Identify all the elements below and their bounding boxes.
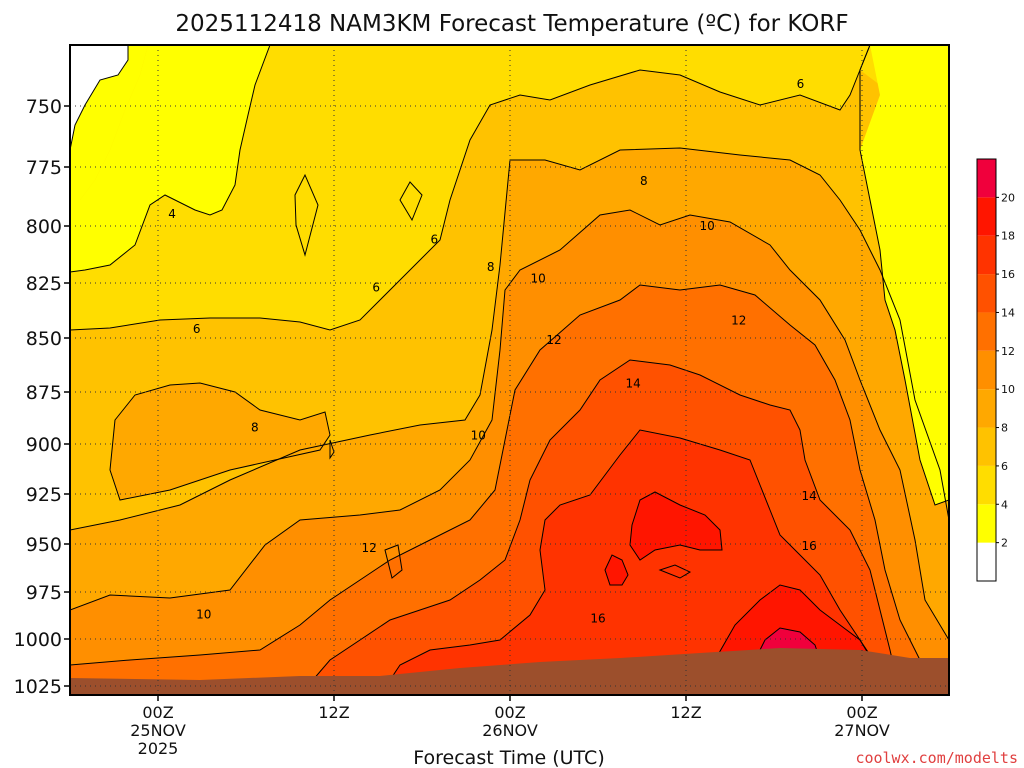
x-axis-label: Forecast Time (UTC)	[413, 747, 604, 768]
temp-band-8-10-pocket	[110, 383, 330, 500]
contour-label: 8	[487, 260, 495, 274]
y-tick-label: 1000	[14, 629, 62, 651]
contour-label: 16	[802, 539, 817, 553]
colorbar-swatch	[977, 427, 996, 466]
temp-band-18-20-core-upper	[630, 492, 722, 560]
x-tick-label: 27NOV	[834, 721, 890, 740]
colorbar-label: 10	[1001, 383, 1015, 396]
x-tick-label: 00Z	[494, 703, 525, 722]
watermark: coolwx.com/modelts	[855, 749, 1018, 767]
y-tick-label: 800	[26, 216, 62, 238]
contour-label: 10	[699, 219, 714, 233]
y-tick-label: 1025	[14, 676, 62, 698]
colorbar-swatch	[977, 465, 996, 505]
colorbar-label: 4	[1001, 498, 1008, 511]
contour-label: 6	[193, 322, 201, 336]
colorbar-swatch	[977, 312, 996, 351]
contour-label: 6	[797, 77, 805, 91]
contour-labels: 4 6 6 6 6 8 8 8 10 10 10 10 12 12 12 14 14 16 16	[168, 77, 817, 625]
y-tick-label: 775	[26, 157, 62, 179]
contour-label: 6	[372, 280, 380, 294]
contour-label: 8	[251, 420, 259, 434]
x-tick-label: 00Z	[142, 703, 173, 722]
y-tick-label: 925	[26, 484, 62, 506]
contour-label: 16	[590, 611, 605, 625]
colorbar-label: 14	[1001, 306, 1015, 319]
colorbar-frame	[976, 158, 997, 582]
temp-band-2-4-left-lower	[70, 45, 270, 272]
contour-label: 8	[640, 174, 648, 188]
colorbar-label: 6	[1001, 460, 1008, 473]
colorbar-swatch	[977, 350, 996, 390]
colorbar: 2 4 6 8 10 12 14 16 18 20	[976, 158, 1015, 582]
contour-label: 4	[168, 207, 176, 221]
colorbar-swatch	[977, 235, 996, 275]
colorbar-swatch	[977, 274, 996, 313]
x-tick-label: 12Z	[670, 703, 701, 722]
y-tick-label: 825	[26, 273, 62, 295]
y-tick-label: 900	[26, 434, 62, 456]
y-tick-label: 750	[26, 96, 62, 118]
contour-lines	[70, 45, 949, 695]
colorbar-swatch	[977, 197, 996, 236]
contour-label: 12	[731, 313, 746, 327]
x-tick-label: 2025	[138, 739, 179, 758]
contour-label: 12	[362, 541, 377, 555]
temp-band-4-6-upper	[70, 45, 870, 330]
colorbar-label: 2	[1001, 537, 1008, 550]
colorbar-swatch	[977, 542, 996, 581]
x-tick-label: 26NOV	[482, 721, 538, 740]
y-tick-label: 975	[26, 582, 62, 604]
y-axis: 750 775 800 825 850 875 900 925 950 975 1000 1025	[14, 96, 70, 698]
temp-band-2-4-right	[860, 45, 949, 505]
contour-label: 10	[196, 608, 211, 622]
contour-label: 6	[430, 233, 438, 247]
contour-label: 10	[471, 429, 486, 443]
contour-label: 14	[802, 489, 817, 503]
colorbar-label: 8	[1001, 422, 1008, 435]
terrain	[70, 648, 949, 695]
colorbar-label: 20	[1001, 191, 1015, 204]
x-tick-label: 00Z	[846, 703, 877, 722]
colorbar-swatch	[977, 159, 996, 198]
x-tick-label: 25NOV	[130, 721, 186, 740]
temp-band-18-20-core-small	[605, 555, 628, 585]
colorbar-swatch	[977, 389, 996, 428]
chart-title: 2025112418 NAM3KM Forecast Temperature (…	[175, 11, 848, 37]
y-tick-label: 950	[26, 534, 62, 556]
contour-label: 12	[546, 333, 561, 347]
x-tick-label: 12Z	[318, 703, 349, 722]
grid-lines	[70, 45, 949, 695]
y-tick-label: 875	[26, 382, 62, 404]
colorbar-label: 12	[1001, 345, 1015, 358]
plot-area	[70, 45, 949, 695]
colorbar-swatch	[977, 504, 996, 543]
contour-label: 10	[531, 271, 546, 285]
colorbar-label: 16	[1001, 268, 1015, 281]
y-tick-label: 850	[26, 328, 62, 350]
temp-band-below-2	[70, 45, 128, 150]
contour-label: 14	[626, 376, 641, 390]
colorbar-label: 18	[1001, 230, 1015, 243]
